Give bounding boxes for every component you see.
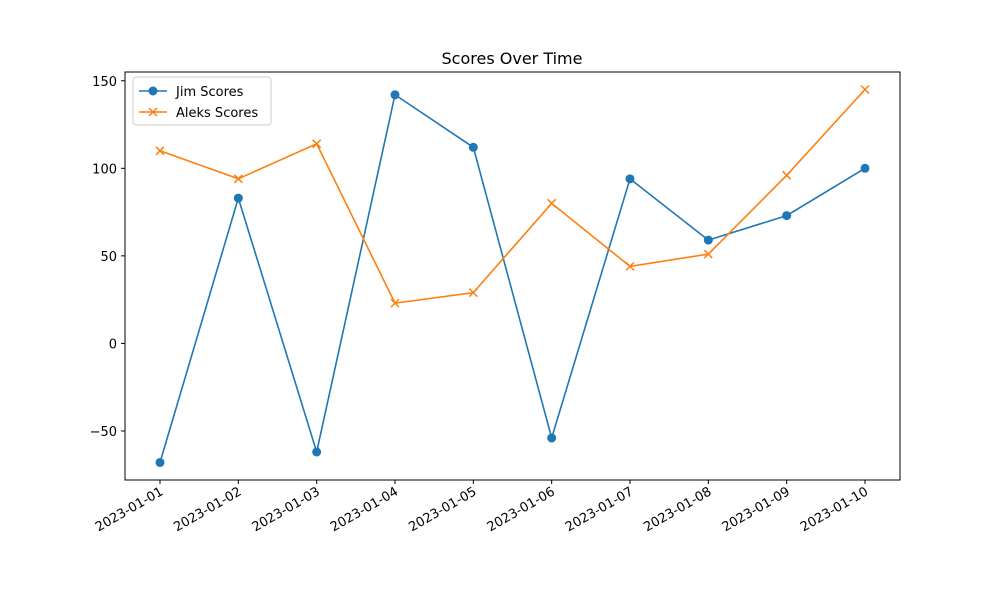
data-point xyxy=(468,142,478,152)
data-point xyxy=(390,298,400,308)
series-line xyxy=(159,88,866,305)
x-tick-label: 2023-01-09 xyxy=(720,484,793,535)
data-point xyxy=(233,174,243,184)
x-tick-label: 2023-01-02 xyxy=(171,484,244,535)
legend-marker xyxy=(148,107,158,117)
data-point xyxy=(860,163,870,173)
y-tick-label: 150 xyxy=(92,75,117,90)
data-point xyxy=(233,193,243,203)
data-point xyxy=(782,170,792,180)
data-point xyxy=(625,174,635,184)
x-tick-label: 2023-01-05 xyxy=(406,484,479,535)
x-axis: 2023-01-01 2023-01-02 2023-01-03 2023-01-04… xyxy=(93,480,871,535)
x-tick-label: 2023-01-08 xyxy=(641,484,714,535)
axes-frame xyxy=(124,71,901,481)
data-point xyxy=(625,261,635,271)
data-point xyxy=(703,235,713,245)
data-point xyxy=(703,249,713,259)
legend-label: Aleks Scores xyxy=(176,106,258,121)
data-point xyxy=(547,198,557,208)
legend-item: Aleks Scores xyxy=(139,106,258,121)
legend-label: Jim Scores xyxy=(175,85,244,100)
data-point xyxy=(860,84,870,95)
y-tick-label: −50 xyxy=(90,425,117,440)
x-tick-label: 2023-01-07 xyxy=(563,484,636,535)
series-0 xyxy=(155,90,870,467)
data-point xyxy=(155,146,165,156)
series-1 xyxy=(155,84,870,308)
x-tick-label: 2023-01-01 xyxy=(93,484,166,535)
y-tick-label: 100 xyxy=(92,162,117,177)
x-tick-label: 2023-01-03 xyxy=(250,484,323,535)
legend-marker xyxy=(148,86,158,96)
y-axis: −50 0 50 100 150 xyxy=(90,75,125,440)
data-point xyxy=(390,90,400,100)
data-point xyxy=(782,211,792,221)
legend-box xyxy=(132,76,272,126)
series-line xyxy=(159,93,866,463)
data-point xyxy=(155,457,165,467)
y-tick-label: 0 xyxy=(109,337,117,352)
y-tick-label: 50 xyxy=(100,250,117,265)
x-tick-label: 2023-01-04 xyxy=(328,484,401,535)
data-point xyxy=(547,433,557,443)
data-point xyxy=(312,447,322,457)
chart-title: Scores Over Time xyxy=(442,49,583,68)
plot-area xyxy=(155,84,870,467)
x-tick-label: 2023-01-10 xyxy=(798,484,871,535)
legend-item: Jim Scores xyxy=(139,85,244,100)
data-point xyxy=(312,139,322,149)
x-tick-label: 2023-01-06 xyxy=(485,484,558,535)
legend: Jim Scores Aleks Scores xyxy=(132,76,272,126)
data-point xyxy=(468,288,478,298)
